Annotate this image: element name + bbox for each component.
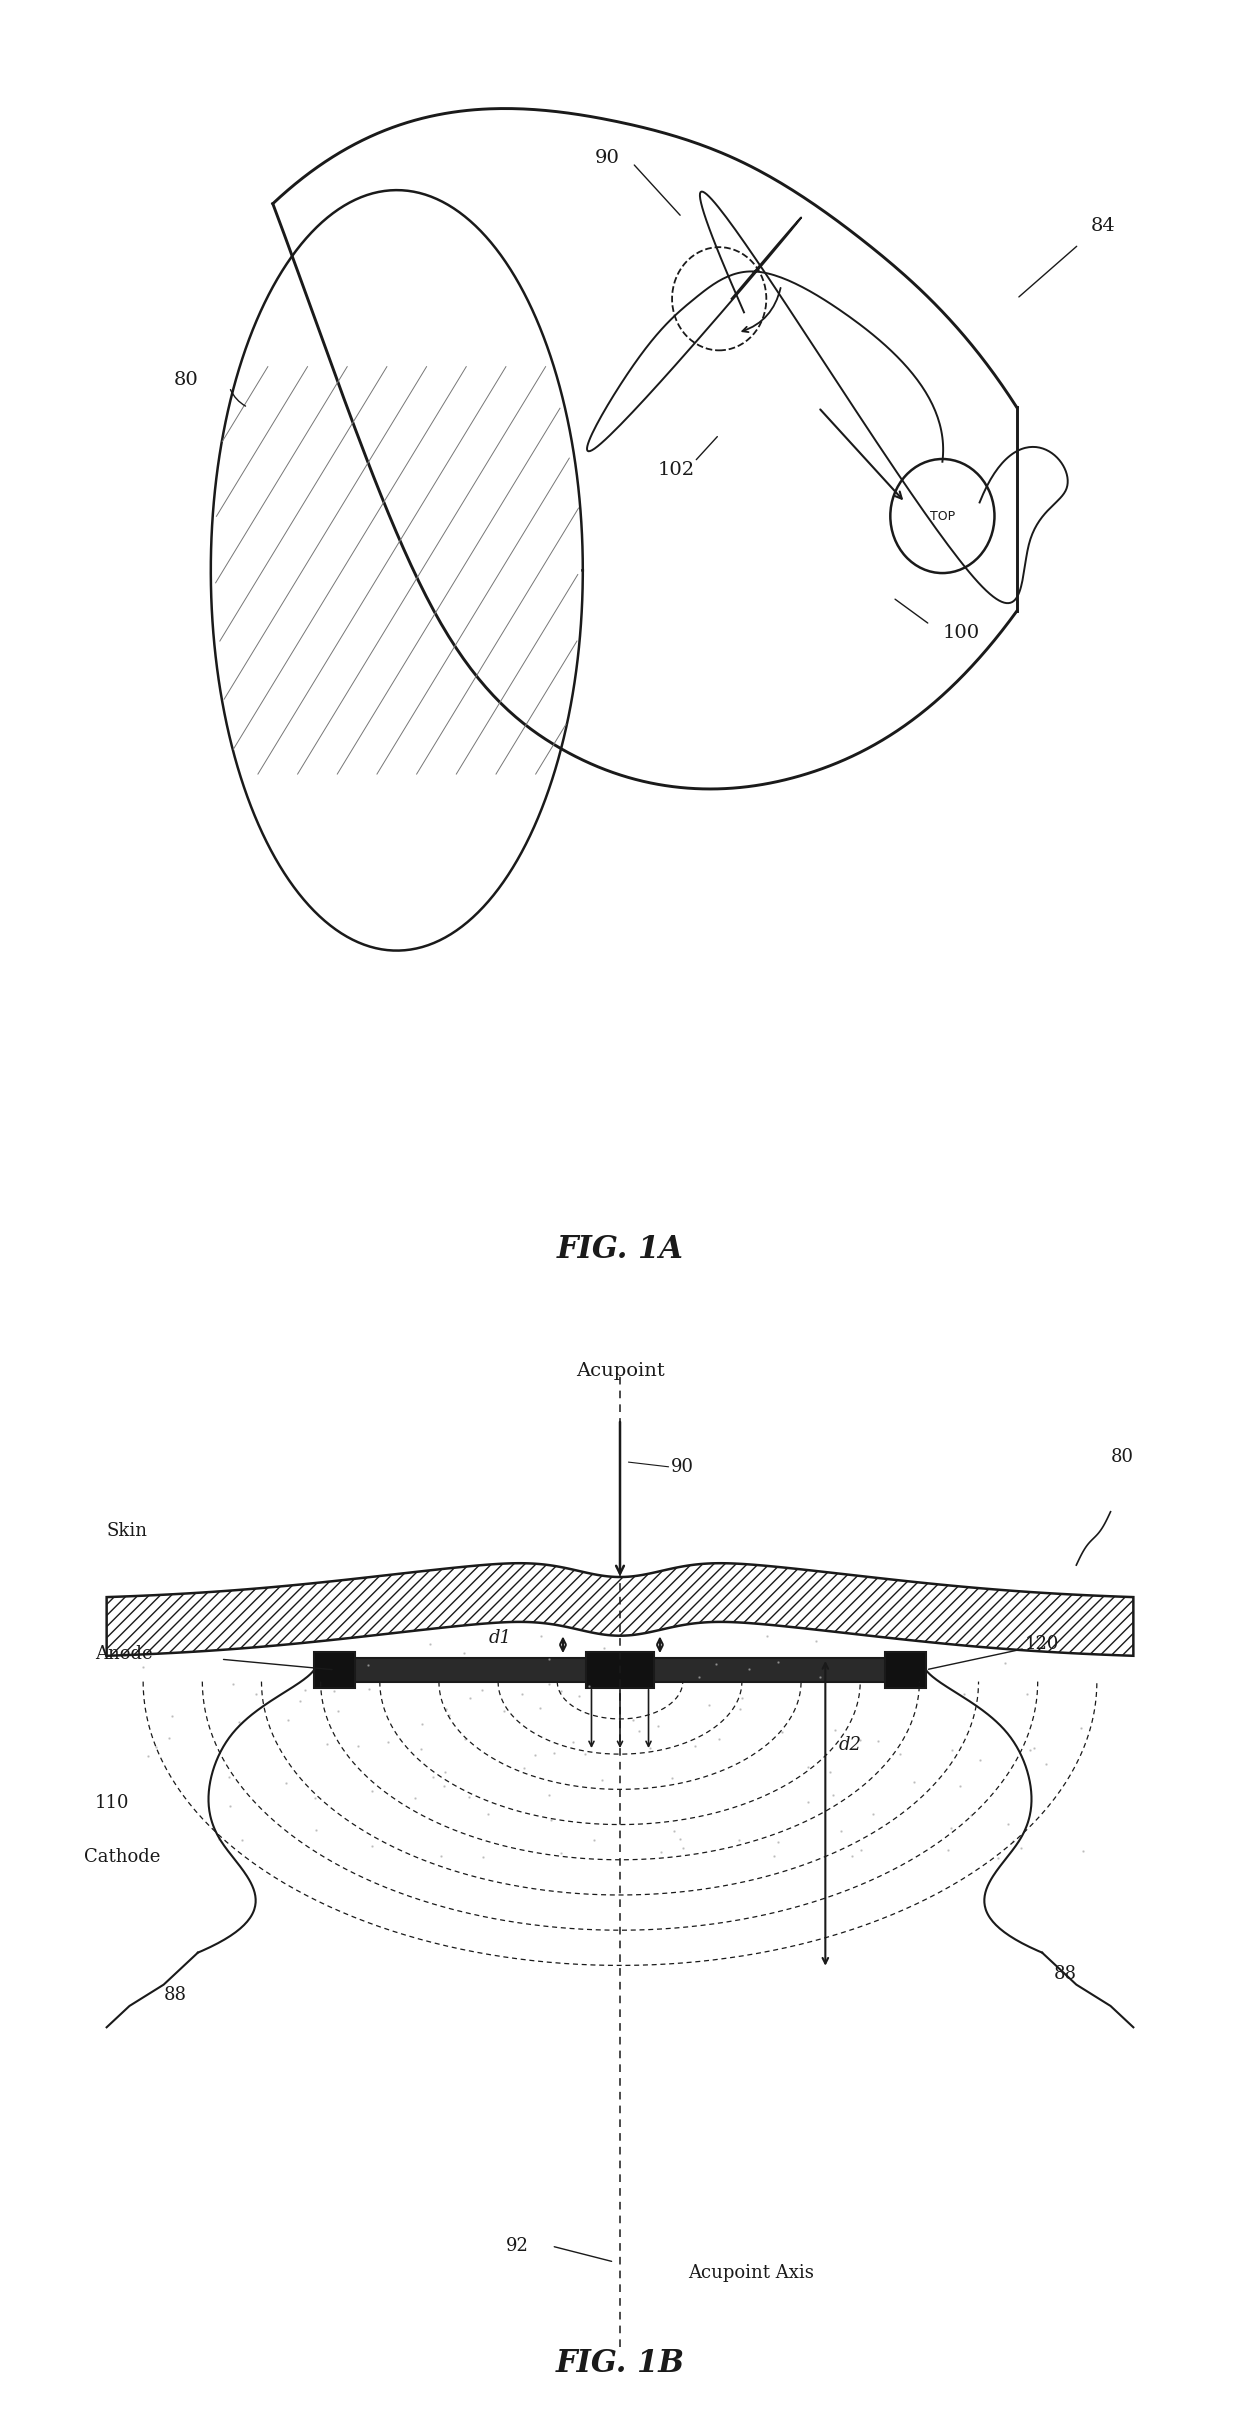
Circle shape [890,458,994,572]
Text: TOP: TOP [930,509,955,521]
Text: 110: 110 [95,1794,130,1811]
Polygon shape [107,1564,1133,1656]
Text: 80: 80 [1111,1448,1133,1465]
Text: 84: 84 [1091,216,1116,235]
Text: 88: 88 [1054,1964,1076,1984]
Text: FIG. 1A: FIG. 1A [557,1234,683,1266]
Text: 90: 90 [671,1457,694,1477]
Text: d2: d2 [839,1736,862,1753]
Bar [335,1659,905,1681]
Text: 88: 88 [164,1986,187,2005]
Text: Skin: Skin [107,1523,148,1540]
Text: 80: 80 [174,371,198,390]
Text: 90: 90 [595,148,620,167]
Text: 120: 120 [1025,1634,1059,1651]
Text: d1: d1 [489,1630,512,1647]
Text: 102: 102 [657,461,694,480]
Text: FIG. 1B: FIG. 1B [556,2347,684,2379]
Bar [585,1651,655,1688]
Text: Acupoint Axis: Acupoint Axis [688,2265,815,2282]
Text: Anode: Anode [95,1644,153,1664]
Bar [884,1651,926,1688]
Bar [314,1651,356,1688]
Text: 92: 92 [506,2238,528,2255]
Text: Acupoint: Acupoint [575,1363,665,1380]
Text: 100: 100 [942,623,980,643]
Text: Cathode: Cathode [84,1848,160,1865]
